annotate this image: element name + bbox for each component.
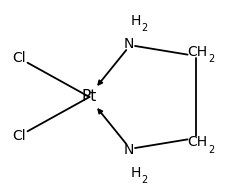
- Text: 2: 2: [208, 145, 214, 155]
- Text: Pt: Pt: [82, 89, 97, 105]
- Text: N: N: [124, 37, 134, 51]
- Text: 2: 2: [141, 175, 148, 185]
- Text: CH: CH: [187, 45, 208, 59]
- Text: 2: 2: [141, 23, 148, 33]
- Text: Cl: Cl: [12, 50, 26, 65]
- Text: H: H: [130, 166, 141, 180]
- Text: N: N: [124, 143, 134, 157]
- Text: 2: 2: [208, 54, 214, 64]
- Text: Cl: Cl: [12, 129, 26, 144]
- Text: CH: CH: [187, 135, 208, 149]
- Text: H: H: [130, 14, 141, 28]
